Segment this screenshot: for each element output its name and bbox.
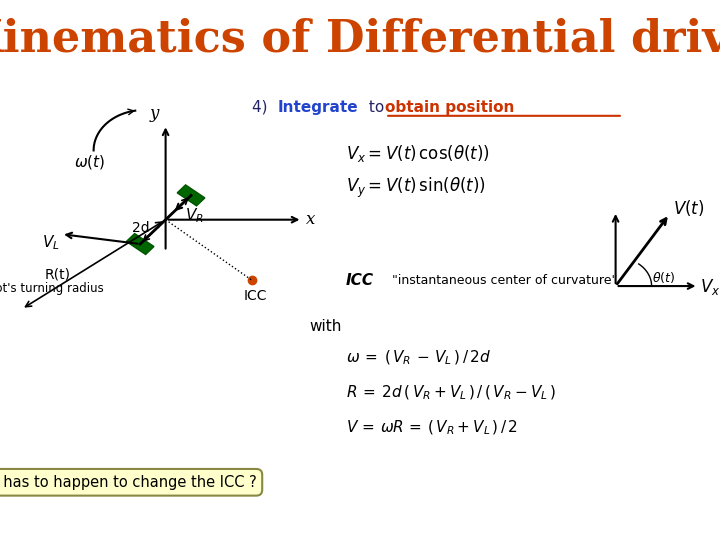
Text: $R \,=\; 2d\,(\,V_R + V_L\,)\,/\,(\,V_R - V_L\,)$: $R \,=\; 2d\,(\,V_R + V_L\,)\,/\,(\,V_R … <box>346 383 556 402</box>
Text: $V_L$: $V_L$ <box>42 233 59 252</box>
Text: obtain position: obtain position <box>385 100 515 114</box>
Text: $V \,=\, \omega R \,=\, (\,V_R + V_L\,)\,/\,2$: $V \,=\, \omega R \,=\, (\,V_R + V_L\,)\… <box>346 418 518 437</box>
Text: ICC: ICC <box>346 273 374 288</box>
Text: Kinematics of Differential drive: Kinematics of Differential drive <box>0 18 720 60</box>
Text: with: with <box>310 319 342 334</box>
Bar <box>177 185 205 206</box>
Text: $V(t)$: $V(t)$ <box>673 198 705 218</box>
Text: R(t): R(t) <box>45 267 71 281</box>
Text: $V_y = V(t)\,\sin(\theta(t))$: $V_y = V(t)\,\sin(\theta(t))$ <box>346 176 485 200</box>
Text: $\omega \,=\; (\,V_R \,-\, V_L\,) \,/\, 2d$: $\omega \,=\; (\,V_R \,-\, V_L\,) \,/\, … <box>346 349 491 367</box>
Bar <box>126 233 154 254</box>
Text: What has to happen to change the ICC ?: What has to happen to change the ICC ? <box>0 475 256 490</box>
Text: to: to <box>364 100 389 114</box>
Text: ICC: ICC <box>244 289 267 303</box>
Text: x: x <box>306 211 315 228</box>
Text: $V_x = V(t)\,\cos(\theta(t))$: $V_x = V(t)\,\cos(\theta(t))$ <box>346 143 490 164</box>
Text: 2d: 2d <box>132 221 149 235</box>
Text: 4): 4) <box>252 100 272 114</box>
Text: "instantaneous center of curvature": "instantaneous center of curvature" <box>392 274 618 287</box>
Text: robot's turning radius: robot's turning radius <box>0 282 104 295</box>
Text: $\theta(t)$: $\theta(t)$ <box>652 270 675 285</box>
Text: $V_R$: $V_R$ <box>185 206 204 225</box>
Text: $V_x$: $V_x$ <box>700 277 720 297</box>
Text: y: y <box>150 105 160 122</box>
Text: $\omega(t)$: $\omega(t)$ <box>74 153 106 171</box>
Text: Integrate: Integrate <box>277 100 358 114</box>
